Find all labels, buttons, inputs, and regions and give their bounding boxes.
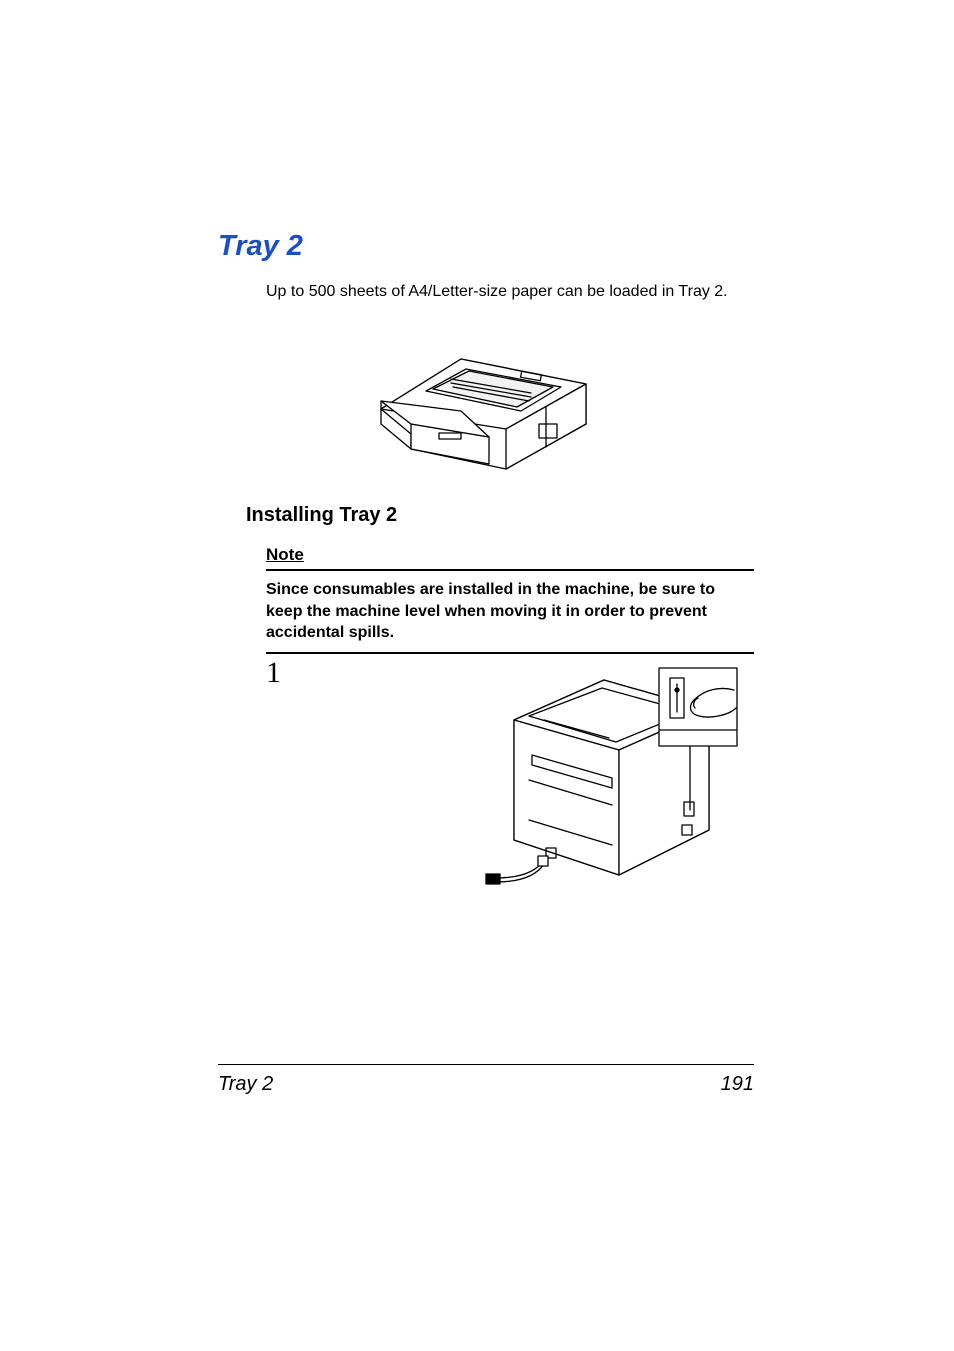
footer-page-number: 191 [721, 1073, 754, 1096]
page-footer: Tray 2 191 [218, 1064, 754, 1096]
footer-left: Tray 2 [218, 1073, 273, 1096]
installing-subheading: Installing Tray 2 [246, 504, 754, 527]
step-number: 1 [266, 656, 281, 690]
printer-illustration [484, 660, 744, 890]
section-title: Tray 2 [218, 230, 754, 263]
note-block: Note Since consumables are installed in … [266, 545, 754, 654]
intro-text: Up to 500 sheets of A4/Letter-size paper… [266, 283, 754, 301]
tray-unit-illustration [371, 329, 601, 474]
footer-rule [218, 1064, 754, 1065]
step-1-row: 1 [266, 660, 754, 890]
note-body: Since consumables are installed in the m… [266, 579, 754, 644]
note-rule-top [266, 569, 754, 571]
note-label: Note [266, 545, 304, 565]
note-rule-bottom [266, 652, 754, 654]
